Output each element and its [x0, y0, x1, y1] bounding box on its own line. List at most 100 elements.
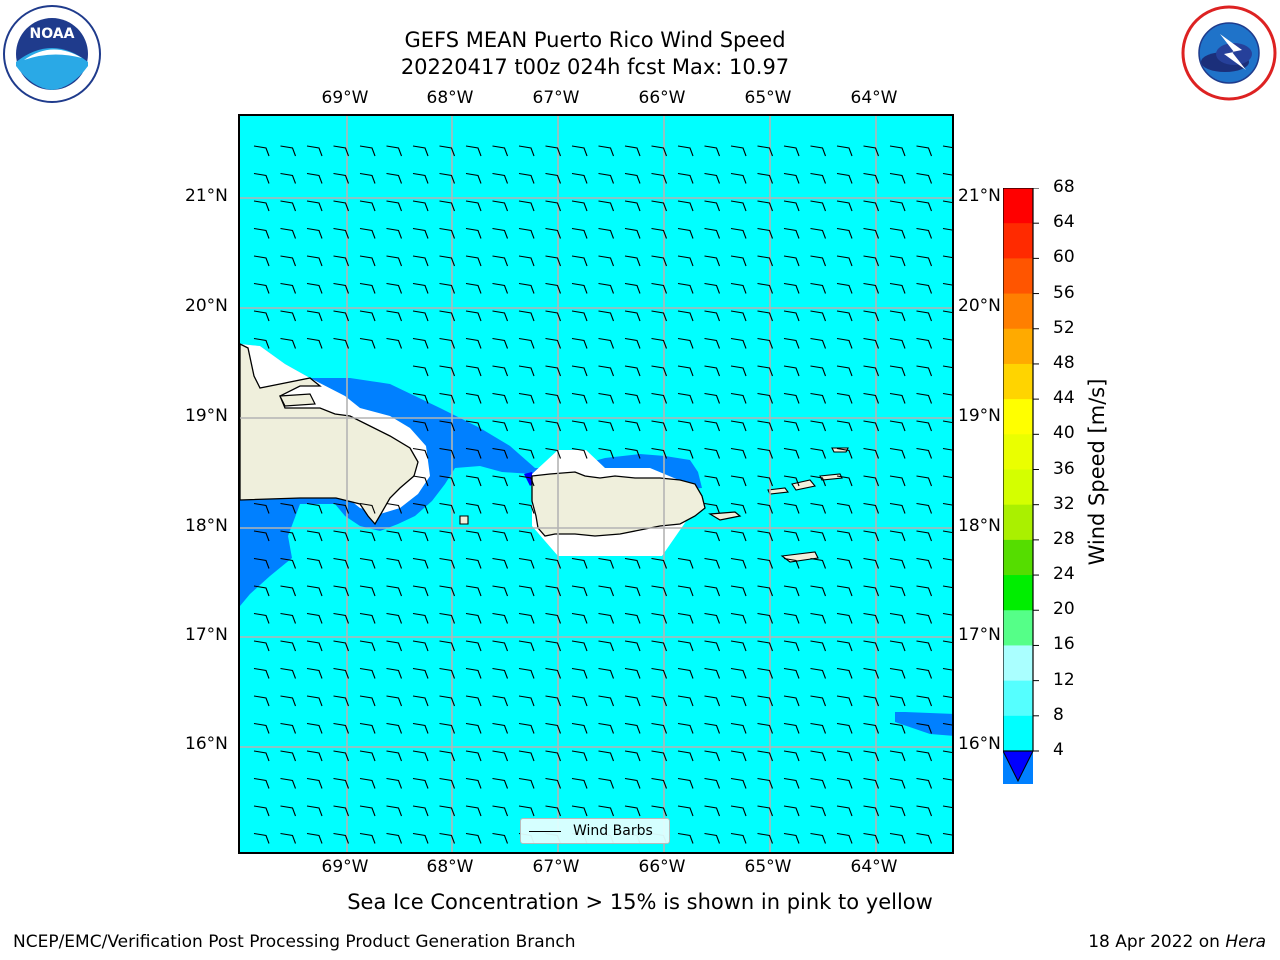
wind-barb	[280, 502, 297, 514]
wind-barb	[624, 777, 641, 789]
wind-barb	[704, 310, 721, 322]
wind-barb	[704, 612, 721, 624]
wind-barb	[518, 255, 535, 267]
wind-barb	[836, 832, 853, 844]
wind-barb	[942, 530, 952, 534]
wind-barb	[783, 447, 800, 459]
wind-barb	[412, 145, 429, 157]
wind-barb	[492, 832, 509, 844]
wind-barb	[253, 200, 270, 212]
wind-barb	[253, 640, 270, 652]
wind-barb	[836, 337, 853, 349]
wind-barb	[651, 447, 668, 459]
wind-barb	[492, 420, 509, 432]
wind-barb	[757, 227, 774, 239]
wind-barb	[942, 145, 952, 149]
wind-barb	[730, 612, 747, 624]
wind-barb	[359, 172, 376, 184]
colorbar-tick-label: 64	[1053, 212, 1075, 233]
wind-barb	[412, 777, 429, 789]
wind-barb	[730, 475, 747, 487]
wind-barb	[651, 200, 668, 212]
wind-barb	[465, 255, 482, 267]
wind-barb	[810, 777, 827, 789]
wind-barb	[836, 750, 853, 762]
wind-barb	[465, 392, 482, 404]
wind-barb	[386, 777, 403, 789]
wind-barb	[730, 337, 747, 349]
wind-barb	[465, 172, 482, 184]
wind-barb	[465, 585, 482, 597]
wind-barb	[412, 420, 429, 432]
wind-barb	[412, 282, 429, 294]
wind-barb	[783, 420, 800, 432]
wind-barb	[942, 640, 952, 644]
lat-label-left: 21°N	[185, 186, 228, 206]
wind-barb	[545, 255, 562, 267]
wind-barb	[889, 612, 906, 624]
wind-barb	[889, 722, 906, 734]
wind-barb	[253, 255, 270, 267]
colorbar-tick-label: 32	[1053, 493, 1075, 514]
wind-barb	[704, 805, 721, 817]
wind-barb	[942, 392, 952, 396]
wind-barb	[545, 750, 562, 762]
wind-barb	[386, 172, 403, 184]
wind-barb	[863, 392, 880, 404]
wind-barb	[836, 777, 853, 789]
wind-barb	[810, 365, 827, 377]
wind-barb	[333, 255, 350, 267]
wind-barb	[359, 695, 376, 707]
wind-barb	[757, 557, 774, 569]
land-culebra-vieques	[708, 511, 742, 521]
wind-barb	[889, 502, 906, 514]
wind-barb	[677, 255, 694, 267]
wind-barb	[730, 777, 747, 789]
wind-barb	[730, 585, 747, 597]
wind-barb	[836, 310, 853, 322]
colorbar-segment	[1003, 399, 1033, 435]
colorbar-segment	[1003, 645, 1033, 682]
colorbar-tick-label: 60	[1053, 247, 1075, 268]
wind-barb	[439, 420, 456, 432]
wind-barb	[306, 172, 323, 184]
wind-barb	[730, 530, 747, 542]
wind-barb	[518, 777, 535, 789]
wind-barb	[280, 282, 297, 294]
wind-barb	[253, 695, 270, 707]
wind-barb	[439, 365, 456, 377]
map-panel	[238, 114, 954, 854]
wind-barb	[518, 227, 535, 239]
graticule	[240, 116, 952, 852]
wind-barb	[836, 557, 853, 569]
wind-barb	[518, 337, 535, 349]
colorbar-segment	[1003, 434, 1033, 470]
wind-barb	[412, 447, 429, 459]
wind-barb	[677, 557, 694, 569]
wind-barb	[810, 530, 827, 542]
wind-barb	[916, 612, 933, 624]
lon-label-bottom: 68°W	[426, 857, 474, 877]
wind-barb	[810, 832, 827, 844]
wind-barb	[253, 557, 270, 569]
wind-barb	[465, 832, 482, 844]
lat-label-right: 17°N	[958, 625, 1001, 645]
colorbar-tick-label: 28	[1053, 528, 1075, 549]
wind-barb	[492, 640, 509, 652]
wind-barb	[386, 145, 403, 157]
wind-barb	[439, 612, 456, 624]
wind-barb	[306, 695, 323, 707]
wind-barb	[916, 667, 933, 679]
wind-barb	[810, 200, 827, 212]
lat-label-left: 17°N	[185, 625, 228, 645]
wind-barb	[810, 667, 827, 679]
wind-barb	[757, 255, 774, 267]
wind-barb	[810, 227, 827, 239]
lon-label-bottom: 69°W	[321, 857, 369, 877]
wind-barb	[810, 310, 827, 322]
wind-barb	[518, 750, 535, 762]
wind-barb	[677, 805, 694, 817]
wind-barb	[757, 502, 774, 514]
wind-barb	[836, 227, 853, 239]
lat-label-right: 16°N	[958, 734, 1001, 754]
